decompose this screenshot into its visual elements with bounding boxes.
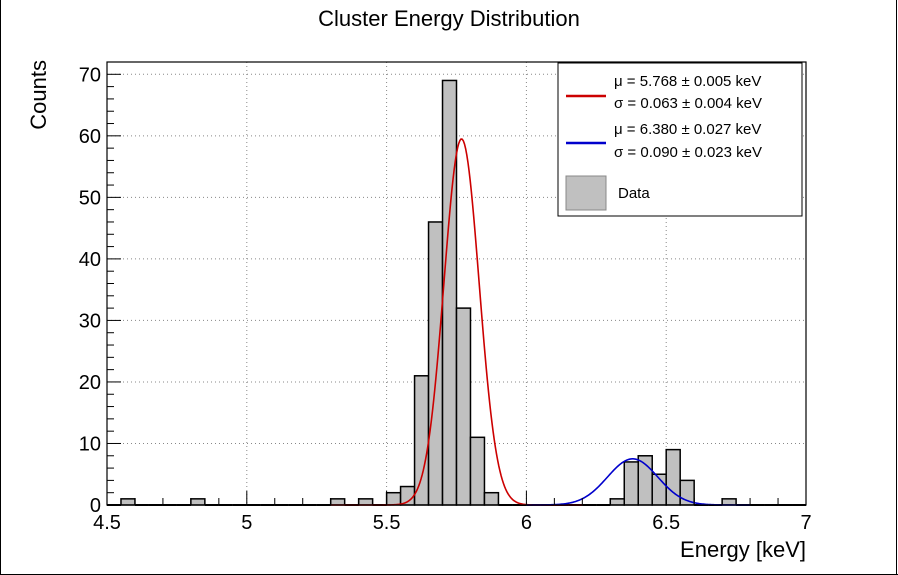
histogram-bar <box>190 498 206 506</box>
x-axis-ticks: 4.5 5 5.5 6 6.5 7 <box>93 491 812 534</box>
histogram-bar <box>329 498 346 506</box>
histogram-bar <box>455 307 472 506</box>
histogram-bar <box>385 491 402 506</box>
legend-data-swatch <box>565 175 607 211</box>
chart-title: Cluster Energy Distribution <box>318 6 580 31</box>
histogram-bar <box>469 436 486 506</box>
histogram-bar <box>413 375 430 506</box>
y-tick-label: 70 <box>79 64 101 86</box>
y-tick-label: 30 <box>79 310 101 332</box>
legend-fit1-mu: μ = 5.768 ± 0.005 keV <box>614 73 761 90</box>
legend-fit1-sigma: σ = 0.063 ± 0.004 keV <box>614 95 762 112</box>
legend-data-label: Data <box>618 185 650 202</box>
histogram-bar <box>441 79 458 506</box>
x-tick-label: 6 <box>521 512 532 534</box>
y-tick-label: 60 <box>79 126 101 148</box>
y-axis-ticks: 0 10 20 30 40 50 60 70 <box>79 61 121 517</box>
legend-fit2-mu: μ = 6.380 ± 0.027 keV <box>614 121 761 138</box>
y-axis-label: Counts <box>26 60 51 130</box>
x-tick-label: 6.5 <box>652 512 680 534</box>
histogram-bar <box>637 455 653 506</box>
legend-fit2-sigma: σ = 0.090 ± 0.023 keV <box>614 144 762 161</box>
legend: μ = 5.768 ± 0.005 keV σ = 0.063 ± 0.004 … <box>557 62 803 217</box>
y-tick-label: 10 <box>79 433 101 455</box>
x-tick-label: 5.5 <box>373 512 401 534</box>
grid <box>107 62 806 505</box>
histogram-bar <box>120 498 136 506</box>
y-tick-label: 40 <box>79 249 101 271</box>
histogram-bar <box>427 221 444 506</box>
y-tick-label: 50 <box>79 187 101 209</box>
histogram-bar <box>483 491 500 506</box>
x-tick-label: 4.5 <box>93 512 121 534</box>
x-axis-label: Energy [keV] <box>680 537 806 562</box>
histogram-bar <box>623 461 639 506</box>
histogram-bar <box>721 498 737 506</box>
x-tick-label: 5 <box>241 512 252 534</box>
y-tick-label: 20 <box>79 372 101 394</box>
y-tick-label: 0 <box>90 495 101 517</box>
histogram-bar <box>357 498 374 506</box>
histogram-bar <box>609 498 626 506</box>
x-tick-label: 7 <box>800 512 811 534</box>
